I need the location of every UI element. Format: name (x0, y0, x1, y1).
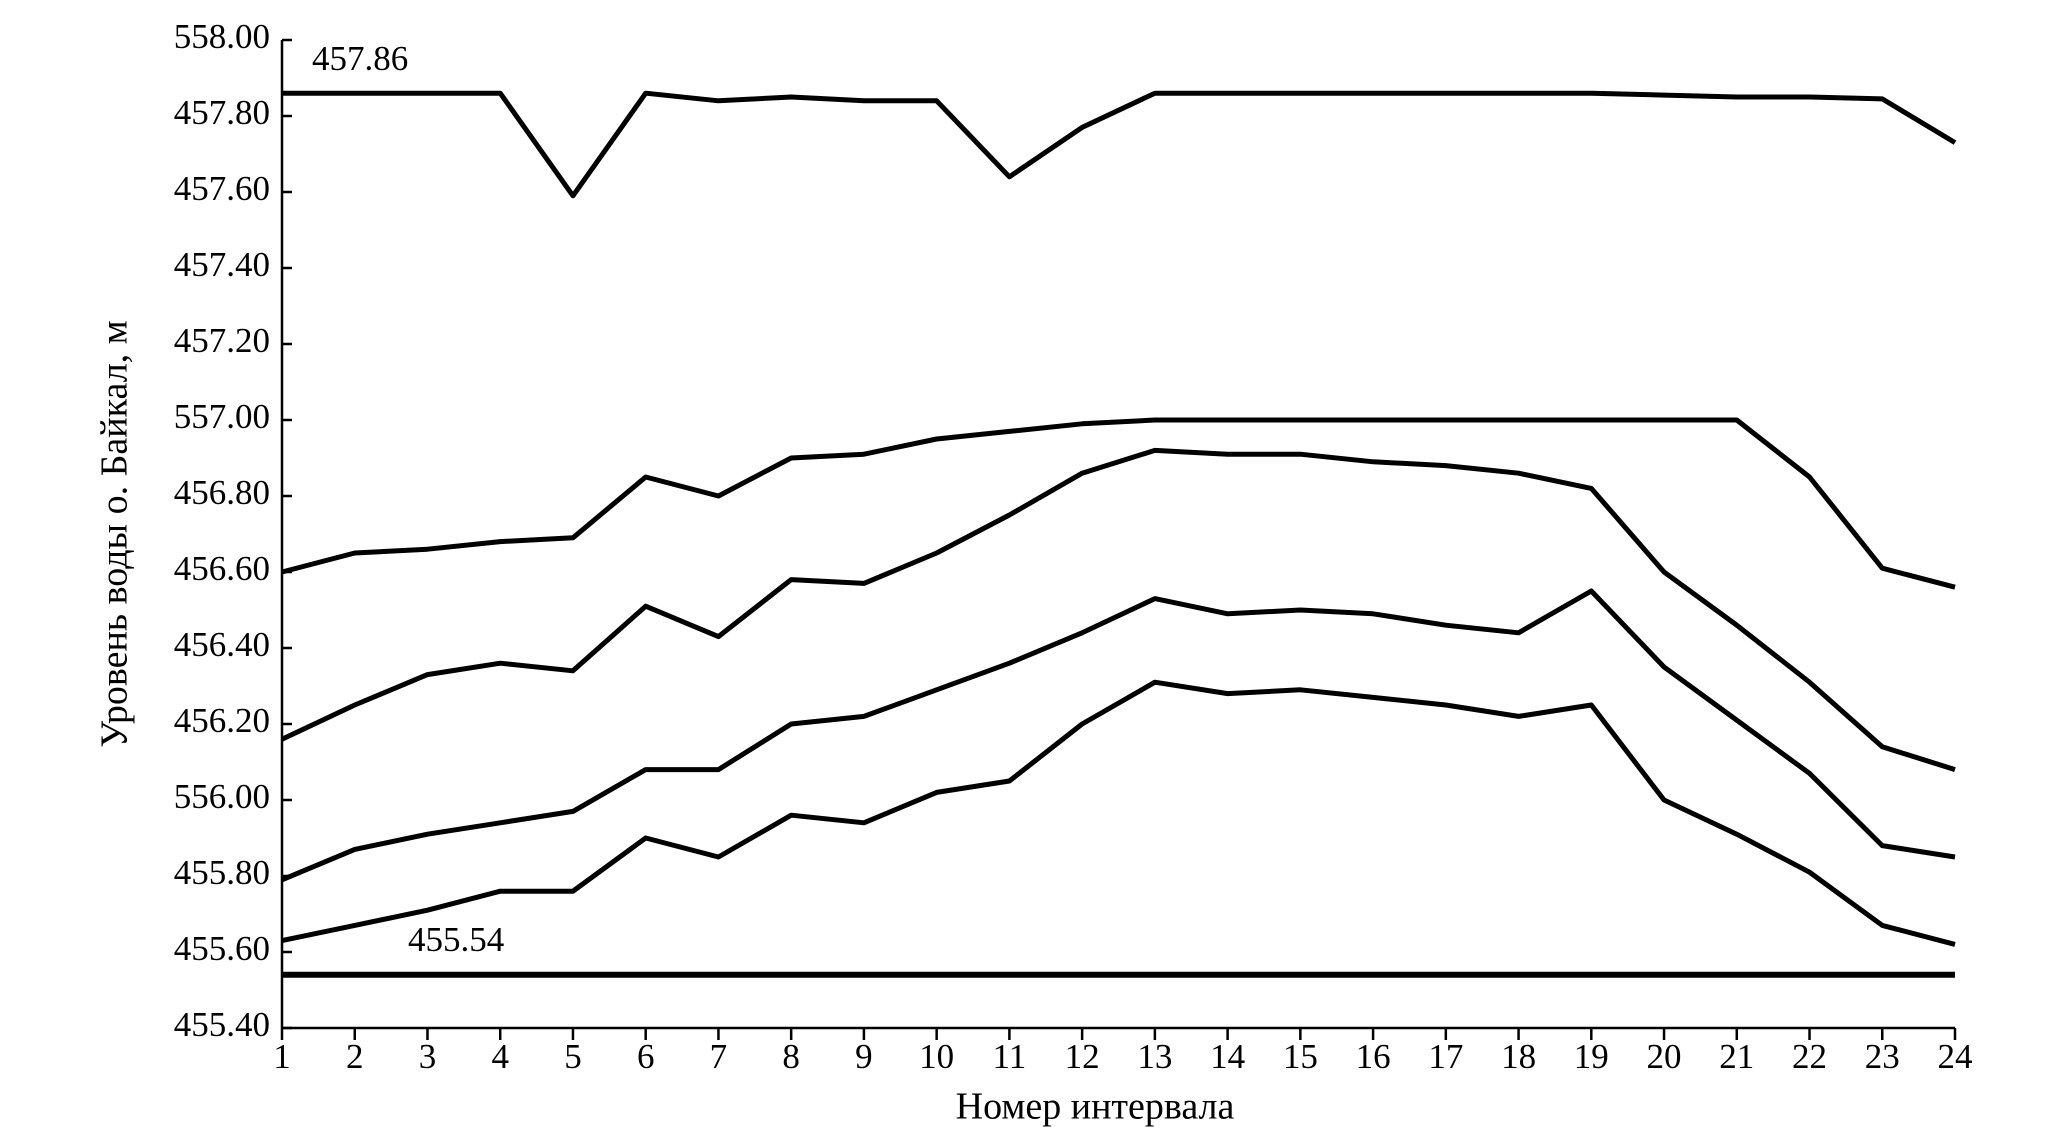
x-tick-label: 5 (564, 1037, 582, 1076)
series-line (281, 417, 1956, 590)
y-tick-label: 557.00 (174, 397, 270, 436)
x-tick-label: 11 (993, 1037, 1027, 1076)
x-tick-label: 3 (419, 1037, 437, 1076)
x-tick-label: 23 (1865, 1037, 1900, 1076)
x-tick-label: 2 (346, 1037, 364, 1076)
x-tick-label: 9 (855, 1037, 873, 1076)
series-line (280, 447, 1956, 772)
y-tick-label: 455.40 (174, 1005, 270, 1044)
x-tick-label: 1 (273, 1037, 291, 1076)
x-axis-label: Номер интервала (956, 1086, 1235, 1128)
y-tick-label: 457.40 (174, 245, 270, 284)
x-tick-label: 12 (1065, 1037, 1100, 1076)
y-tick-label: 456.40 (174, 625, 270, 664)
y-tick-label: 456.80 (174, 473, 270, 512)
x-tick-label: 6 (637, 1037, 655, 1076)
y-tick-label: 556.00 (174, 777, 270, 816)
x-tick-label: 17 (1428, 1037, 1463, 1076)
y-tick-label: 455.60 (174, 929, 270, 968)
y-tick-label: 457.80 (174, 93, 270, 132)
x-tick-label: 8 (782, 1037, 800, 1076)
x-tick-label: 13 (1137, 1037, 1172, 1076)
y-tick-label: 558.00 (174, 17, 270, 56)
y-tick-label: 456.20 (174, 701, 270, 740)
series-line (281, 679, 1956, 947)
x-tick-label: 14 (1210, 1037, 1245, 1076)
x-tick-label: 16 (1356, 1037, 1391, 1076)
x-tick-label: 4 (491, 1037, 509, 1076)
series-line (282, 90, 1957, 199)
x-tick-label: 24 (1938, 1037, 1973, 1076)
annotation: 457.86 (312, 39, 408, 78)
x-tick-label: 10 (919, 1037, 954, 1076)
x-tick-label: 7 (710, 1037, 728, 1076)
y-tick-label: 457.60 (174, 169, 270, 208)
annotation: 455.54 (408, 920, 504, 959)
y-axis-label: Уровень воды о. Байкал, м (94, 320, 136, 747)
y-tick-label: 457.20 (174, 321, 270, 360)
x-tick-label: 18 (1501, 1037, 1536, 1076)
x-tick-label: 15 (1283, 1037, 1318, 1076)
x-tick-label: 20 (1647, 1037, 1682, 1076)
y-tick-label: 455.80 (174, 853, 270, 892)
y-tick-label: 456.60 (174, 549, 270, 588)
x-tick-label: 19 (1574, 1037, 1609, 1076)
series-line (281, 588, 1956, 883)
x-tick-label: 21 (1719, 1037, 1754, 1076)
x-tick-label: 22 (1792, 1037, 1827, 1076)
